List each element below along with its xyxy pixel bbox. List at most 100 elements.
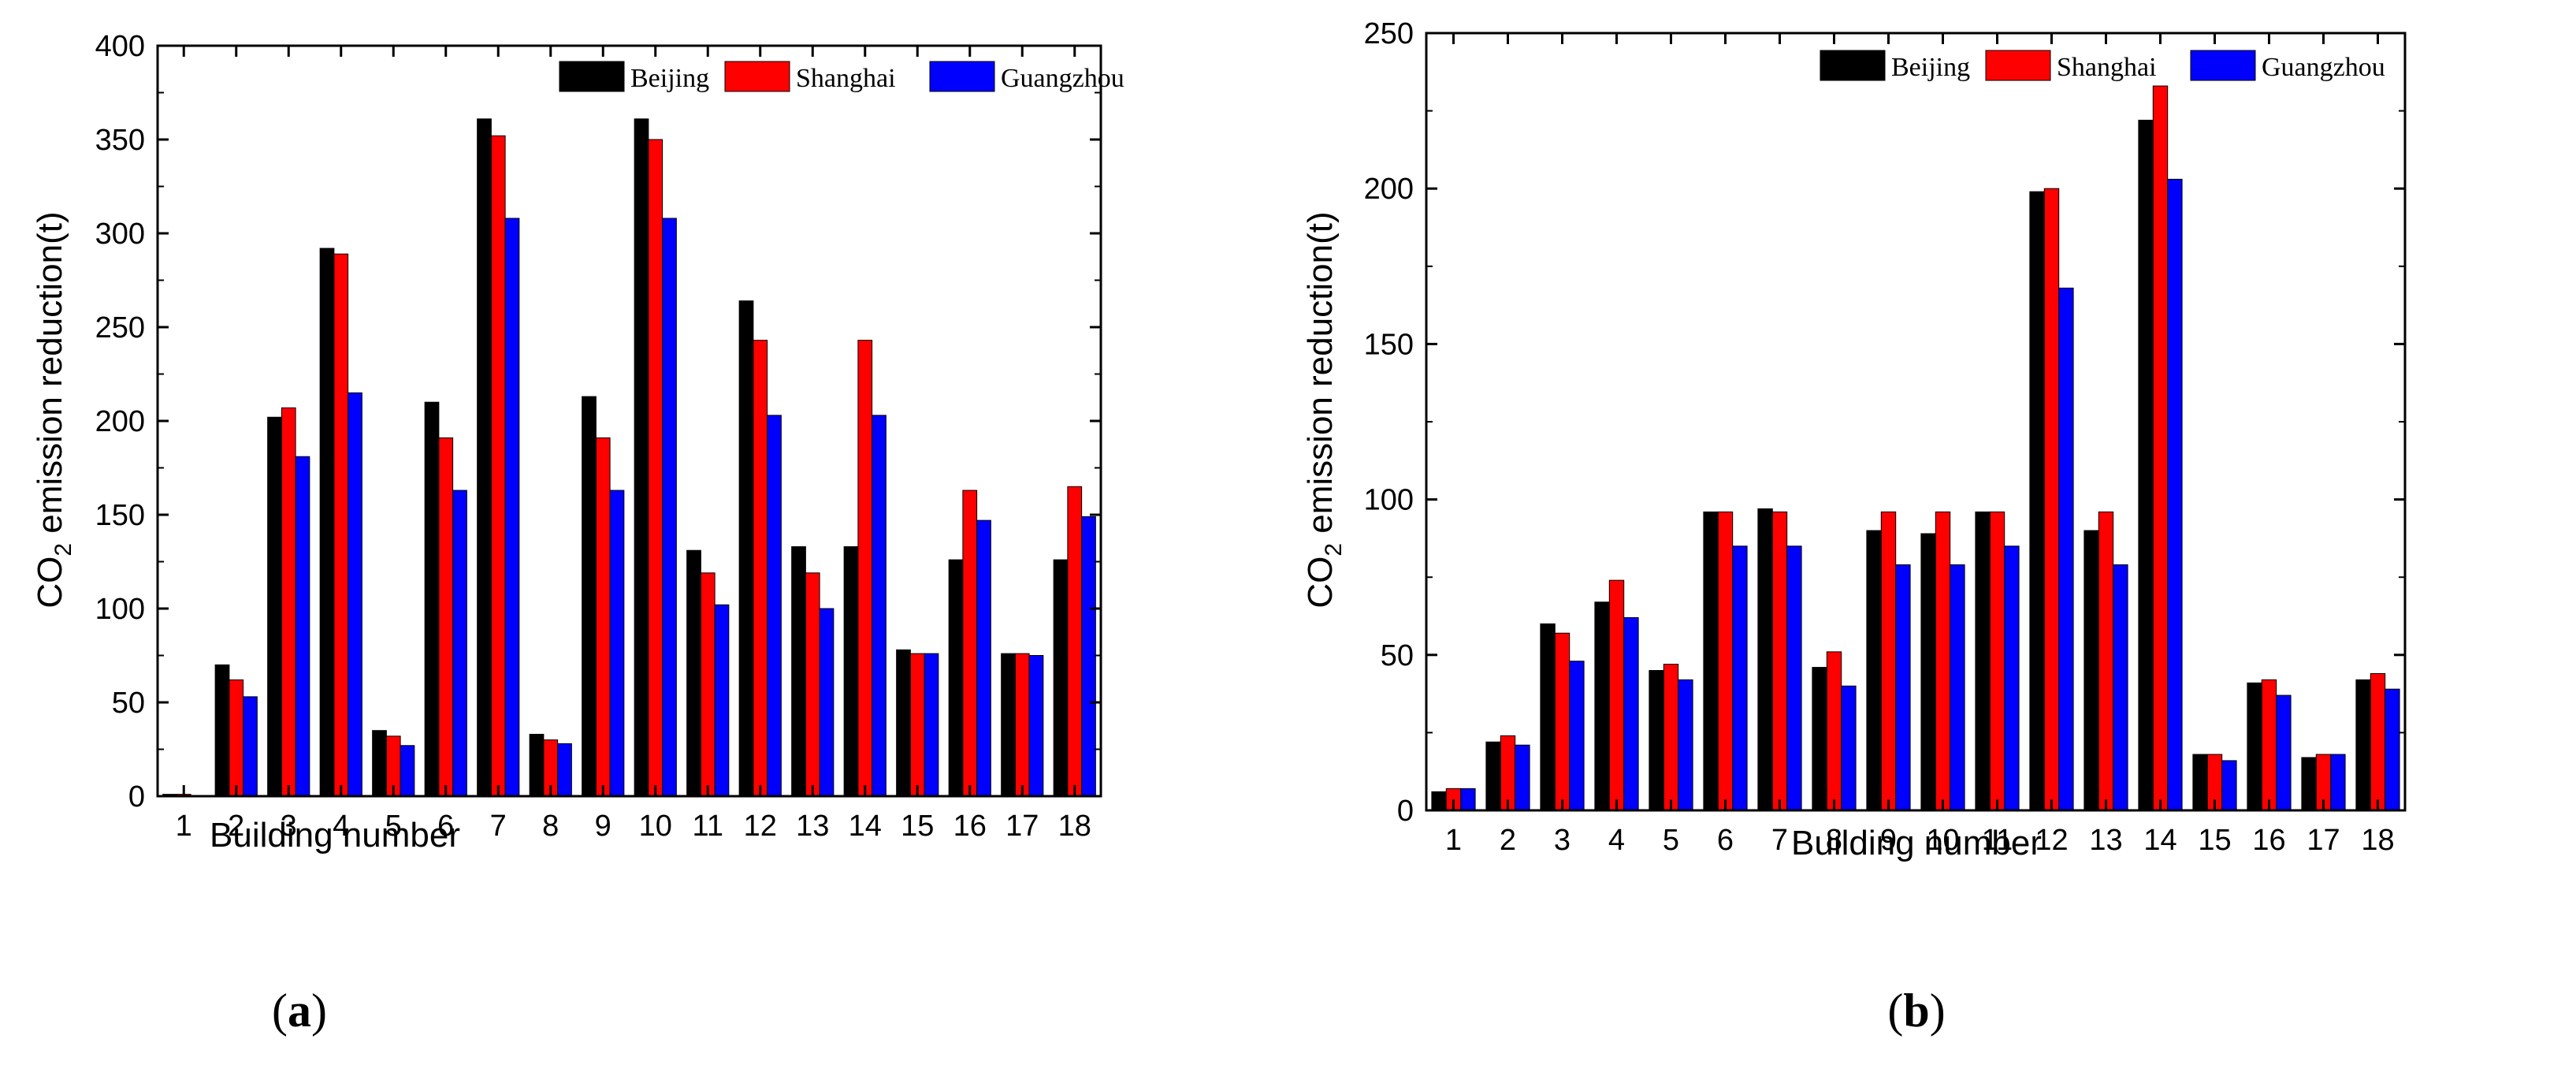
chart-b-bar-guangzhou-8 <box>1841 685 1857 811</box>
chart-b-xtick-label-11: 11 <box>1982 824 2013 857</box>
chart-b-bar-beijing-16 <box>2247 682 2262 811</box>
chart-a-bar-guangzhou-13 <box>819 608 835 797</box>
chart-b-bar-guangzhou-1 <box>1460 788 1476 811</box>
chart-a-xlabel: Building number <box>210 816 460 855</box>
chart-b-bar-beijing-6 <box>1703 511 1719 811</box>
chart-b-xtick-label-14: 14 <box>2143 824 2176 857</box>
chart-a-legend: Beijing Shanghai Guangzhou <box>559 61 1124 93</box>
chart-a-ytick-label-150: 150 <box>95 499 145 532</box>
chart-a-legend-label-shanghai: Shanghai <box>796 64 896 93</box>
chart-b-bar-guangzhou-11 <box>2004 546 2020 811</box>
chart-b-bar-shanghai-8 <box>1826 651 1842 811</box>
chart-b-bars <box>1431 85 2400 811</box>
chart-b-ytick-label-150: 150 <box>1364 328 1414 361</box>
chart-b-panel-label: (b) <box>1887 985 1945 1037</box>
chart-a-bar-shanghai-6 <box>438 437 454 797</box>
chart-a-xtick-label-12: 12 <box>744 810 777 843</box>
chart-a-xtick-label-1: 1 <box>176 810 192 843</box>
chart-a-bar-beijing-18 <box>1053 559 1069 797</box>
chart-a-bar-shanghai-11 <box>700 572 716 797</box>
chart-b-bar-shanghai-10 <box>1935 511 1951 811</box>
chart-a-xtick-label-7: 7 <box>490 810 507 843</box>
chart-a-bar-shanghai-9 <box>595 437 611 797</box>
chart-a-xtick-label-15: 15 <box>901 810 934 843</box>
chart-a-xtick-label-4: 4 <box>333 810 349 843</box>
chart-a-xtick-label-3: 3 <box>281 810 297 843</box>
chart-a-xtick-label-10: 10 <box>639 810 672 843</box>
chart-a-xtick-label-9: 9 <box>595 810 611 843</box>
chart-a-bars <box>162 118 1096 797</box>
chart-b-bar-beijing-8 <box>1812 667 1827 811</box>
chart-a-ytick-label-0: 0 <box>128 780 145 814</box>
chart-a-bar-guangzhou-15 <box>924 653 939 797</box>
chart-b-bar-shanghai-6 <box>1717 511 1734 811</box>
chart-b-ylabel: CO2 emission reduction(t) <box>1301 211 1347 608</box>
chart-a-bar-guangzhou-2 <box>243 696 258 797</box>
chart-b-ytick-label-50: 50 <box>1381 639 1414 672</box>
chart-b-bar-guangzhou-14 <box>2167 178 2183 811</box>
chart-b-bar-beijing-3 <box>1540 623 1556 811</box>
chart-b-xtick-label-17: 17 <box>2307 824 2340 857</box>
chart-a-bar-beijing-6 <box>424 401 440 797</box>
chart-b-bar-guangzhou-15 <box>2221 760 2237 811</box>
chart-b-legend-label-beijing: Beijing <box>1891 53 1970 82</box>
chart-b-xtick-label-7: 7 <box>1771 824 1788 857</box>
chart-b-xtick-label-2: 2 <box>1500 824 1516 857</box>
chart-a-bar-shanghai-10 <box>648 139 664 797</box>
chart-b-xtick-label-18: 18 <box>2361 824 2394 857</box>
chart-b-bar-guangzhou-18 <box>2385 688 2400 811</box>
chart-b-bar-shanghai-12 <box>2043 188 2060 811</box>
chart-b-bar-shanghai-9 <box>1880 511 1897 811</box>
chart-a-bar-guangzhou-18 <box>1081 516 1096 797</box>
chart-a-xtick-label-18: 18 <box>1058 810 1091 843</box>
chart-a-legend-label-guangzhou: Guangzhou <box>1001 64 1124 93</box>
chart-b-bar-guangzhou-10 <box>1950 564 1965 811</box>
chart-b-legend-swatch-guangzhou <box>2190 50 2256 81</box>
chart-a-bar-guangzhou-7 <box>504 218 520 797</box>
chart-b-xtick-label-6: 6 <box>1717 824 1734 857</box>
chart-b-bar-guangzhou-4 <box>1623 616 1639 811</box>
chart-a-bar-shanghai-2 <box>229 679 244 797</box>
chart-a-bar-beijing-3 <box>267 416 282 797</box>
chart-a-bar-guangzhou-6 <box>452 490 467 797</box>
chart-a-ytick-label-250: 250 <box>95 311 145 344</box>
chart-b-xtick-label-12: 12 <box>2035 824 2068 857</box>
chart-b-bar-guangzhou-3 <box>1569 661 1585 811</box>
chart-a-ytick-label-50: 50 <box>112 687 145 720</box>
chart-a-xtick-label-13: 13 <box>796 810 829 843</box>
chart-b-bar-shanghai-5 <box>1663 664 1679 811</box>
chart-a-bar-shanghai-4 <box>333 253 349 797</box>
chart-a-bar-beijing-4 <box>319 248 335 797</box>
chart-a-bar-beijing-17 <box>1001 653 1016 797</box>
chart-a-xtick-label-16: 16 <box>953 810 987 843</box>
chart-b-bar-shanghai-18 <box>2370 672 2386 811</box>
chart-a-ytick-label-350: 350 <box>95 124 145 157</box>
chart-b-xtick-label-15: 15 <box>2198 824 2231 857</box>
chart-a-bar-guangzhou-16 <box>976 519 991 797</box>
chart-b-xtick-label-8: 8 <box>1826 824 1842 857</box>
chart-a-bar-shanghai-12 <box>753 340 768 797</box>
chart-b-legend-label-shanghai: Shanghai <box>2057 53 2157 82</box>
chart-b-xtick-label-16: 16 <box>2252 824 2285 857</box>
chart-a-legend-label-beijing: Beijing <box>630 64 709 93</box>
chart-a-bar-guangzhou-14 <box>872 415 887 797</box>
chart-b-bar-shanghai-13 <box>2098 511 2114 811</box>
chart-b-legend-label-guangzhou: Guangzhou <box>2262 53 2385 82</box>
chart-b-ytick-label-200: 200 <box>1364 173 1414 206</box>
chart-b-legend: Beijing Shanghai Guangzhou <box>1820 50 2385 82</box>
chart-b-bar-beijing-15 <box>2192 754 2208 811</box>
chart-a-ytick-label-100: 100 <box>95 593 145 626</box>
chart-b-xtick-label-3: 3 <box>1554 824 1571 857</box>
chart-b-bar-guangzhou-13 <box>2113 564 2128 811</box>
chart-b-xtick-label-5: 5 <box>1663 824 1679 857</box>
chart-b-bar-shanghai-7 <box>1771 511 1788 811</box>
chart-a-ytick-label-200: 200 <box>95 405 145 438</box>
chart-a-ytick-label-300: 300 <box>95 218 145 251</box>
chart-a-bar-shanghai-16 <box>962 490 978 797</box>
chart-a-ytick-label-400: 400 <box>95 30 145 63</box>
chart-b-bar-beijing-17 <box>2301 757 2317 811</box>
chart-b-bar-guangzhou-6 <box>1732 546 1748 811</box>
chart-a-xtick-label-14: 14 <box>849 810 882 843</box>
chart-a-bar-beijing-13 <box>791 546 806 797</box>
chart-b-xtick-label-1: 1 <box>1445 824 1462 857</box>
